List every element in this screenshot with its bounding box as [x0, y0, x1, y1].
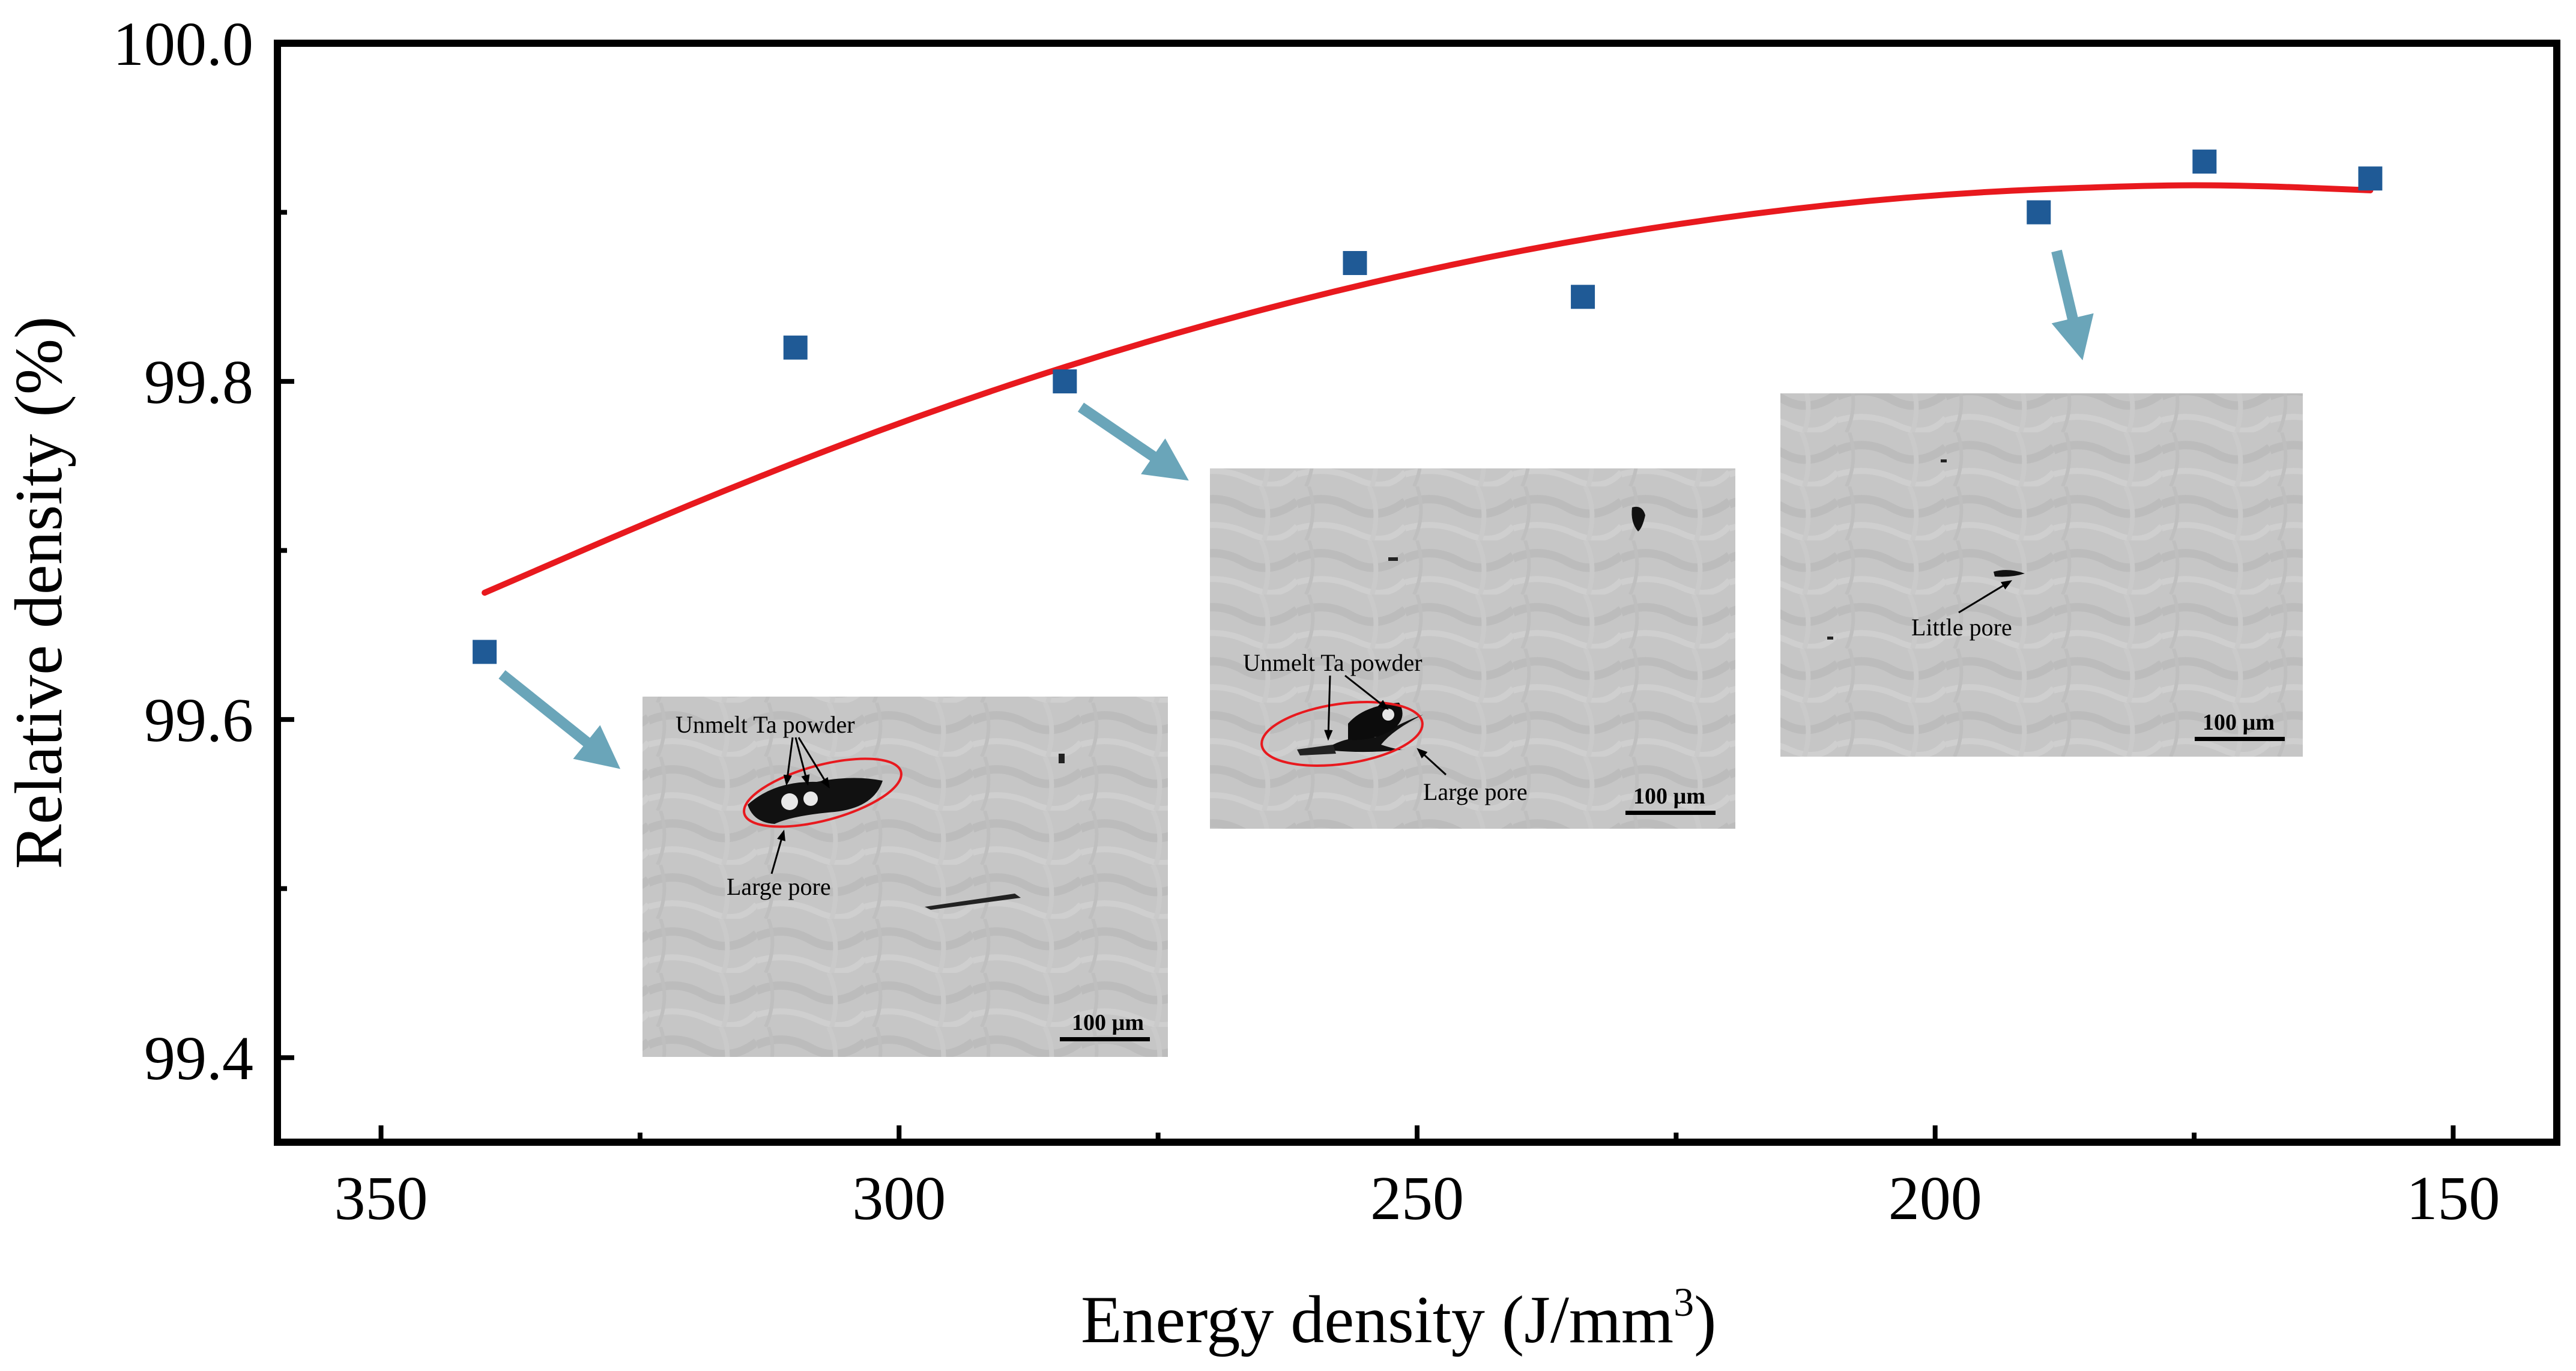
y-tick-label: 99.6 — [144, 686, 253, 755]
inset-1-powder — [803, 791, 818, 806]
data-point — [2027, 200, 2051, 225]
x-tick-label: 350 — [334, 1164, 428, 1233]
inset-2-scale-label: 100 µm — [1633, 784, 1705, 809]
x-tick-label: 250 — [1370, 1164, 1464, 1233]
inset-1-scale-label: 100 µm — [1072, 1010, 1144, 1035]
inset-1-spot — [1059, 754, 1065, 763]
inset-3-pointer — [1958, 580, 2013, 614]
x-axis-title-sup: 3 — [1673, 1279, 1694, 1325]
inset-2-label-powder: Unmelt Ta powder — [1243, 649, 1423, 676]
series-layer — [473, 150, 2383, 664]
x-tick-label: 300 — [852, 1164, 946, 1233]
inset-micrograph-1: Unmelt Ta powder Large pore 100 µm — [498, 670, 1168, 1057]
data-point — [1571, 285, 1595, 309]
inset-2-arrow — [1077, 402, 1189, 481]
inset-2-powder — [1382, 709, 1394, 721]
inset-1-pointer — [797, 737, 830, 789]
inset-1-scale-bar — [1060, 1037, 1150, 1041]
axes-layer: 350 300 250 200 150 99.4 99.6 99.8 100.0 — [113, 10, 2500, 1233]
data-point — [473, 640, 497, 664]
x-axis-title-main: Energy density (J/mm — [1081, 1283, 1673, 1357]
inset-1-pointer — [783, 737, 794, 786]
inset-2-pointer — [1416, 748, 1447, 776]
inset-3-little-pore — [1994, 570, 2025, 577]
inset-2-defect — [1297, 745, 1336, 755]
inset-1-label-powder: Unmelt Ta powder — [676, 711, 855, 738]
data-point — [1343, 251, 1367, 275]
y-tick-label: 99.8 — [144, 348, 253, 417]
x-tick-label: 150 — [2406, 1164, 2500, 1233]
inset-1-arrow — [498, 670, 621, 769]
inset-3-scale-label: 100 µm — [2203, 710, 2275, 735]
data-point — [783, 335, 808, 360]
inset-2-spot — [1388, 557, 1398, 561]
inset-3-label-pore: Little pore — [1911, 614, 2012, 641]
inset-3-spot — [1827, 637, 1833, 640]
inset-1-pointer — [794, 737, 810, 786]
inset-3-spot — [1941, 459, 1947, 462]
y-tick-label: 100.0 — [113, 10, 253, 79]
inset-micrograph-2: Unmelt Ta powder Large pore 100 µm — [1077, 402, 1735, 829]
inset-2-ellipse — [1260, 701, 1424, 767]
inset-3-scale-bar — [2195, 737, 2285, 741]
inset-2-scale-bar — [1625, 811, 1716, 815]
y-tick-label: 99.4 — [144, 1024, 253, 1093]
inset-1-label-pore: Large pore — [727, 873, 831, 900]
inset-1-image — [642, 697, 1168, 1057]
inset-2-label-pore: Large pore — [1423, 778, 1528, 805]
x-tick-label: 200 — [1888, 1164, 1982, 1233]
data-point — [2358, 166, 2383, 191]
inset-3-arrow — [2051, 249, 2094, 361]
data-point — [2192, 150, 2217, 174]
inset-micrograph-3: Little pore 100 µm — [1780, 249, 2303, 757]
data-point — [1053, 369, 1077, 394]
inset-2-image — [1210, 468, 1735, 829]
inset-2-pointer — [1324, 675, 1333, 741]
inset-1-defect — [925, 894, 1021, 910]
x-axis-title-close: ) — [1694, 1283, 1716, 1357]
inset-2-pointer — [1344, 674, 1389, 710]
inset-2-large-pore — [1333, 715, 1423, 752]
y-axis-title: Relative density (%) — [2, 316, 76, 870]
inset-1-powder — [781, 793, 798, 810]
inset-1-pointer — [770, 829, 785, 874]
inset-3-image — [1780, 393, 2303, 757]
fit-curve — [482, 182, 2374, 596]
x-axis-title: Energy density (J/mm3) — [1081, 1279, 1716, 1357]
inset-2-spot — [1631, 506, 1645, 531]
